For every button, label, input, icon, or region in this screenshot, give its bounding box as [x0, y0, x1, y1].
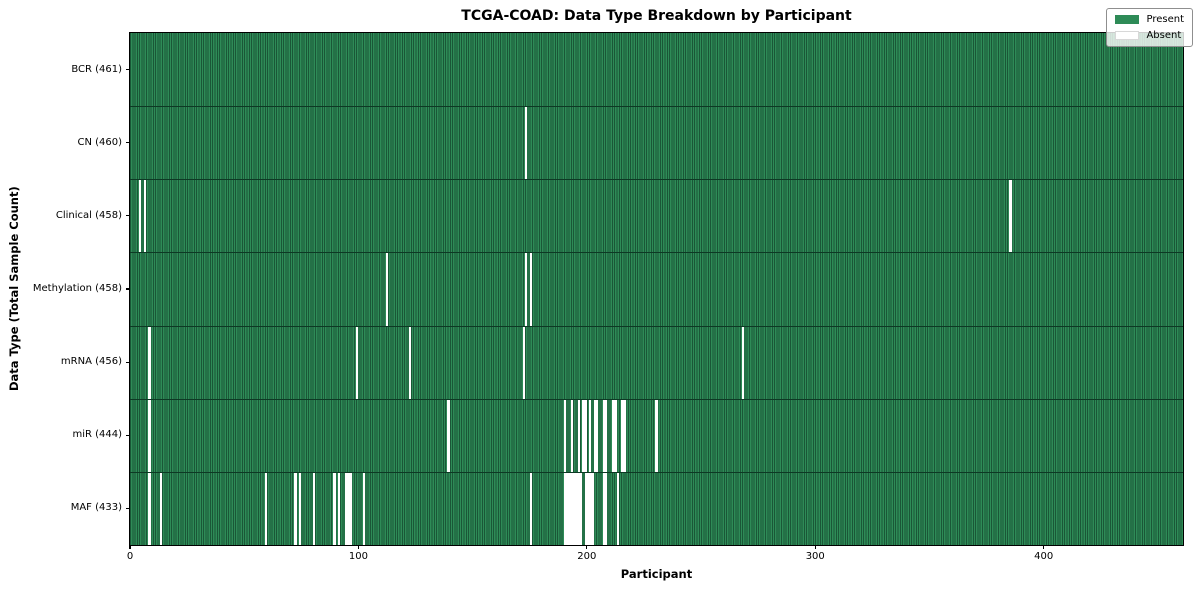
absent-stripe: [356, 326, 359, 399]
absent-stripe: [605, 472, 608, 545]
data-row-MAF: [130, 471, 1183, 545]
absent-stripe: [589, 472, 592, 545]
absent-stripe: [312, 472, 315, 545]
absent-stripe: [563, 472, 567, 545]
y-tick-mark: [126, 434, 130, 436]
absent-stripe: [570, 472, 574, 545]
absent-stripe: [584, 399, 587, 472]
y-tick-mark: [126, 68, 130, 71]
absent-stripe: [577, 399, 580, 472]
absent-stripe: [362, 472, 366, 545]
legend-item-present: Present: [1115, 14, 1184, 25]
absent-stripe: [593, 399, 596, 472]
absent-stripe: [385, 253, 389, 326]
present-swatch-icon: [1115, 15, 1140, 24]
absent-stripe: [346, 472, 350, 545]
x-tick-label: 100: [348, 551, 368, 562]
y-tick-mark: [126, 507, 130, 510]
y-tick-label: MAF (433): [70, 502, 122, 514]
absent-stripe: [589, 399, 592, 472]
absent-stripe: [1009, 180, 1012, 253]
absent-stripe: [529, 472, 532, 545]
absent-stripe: [529, 253, 532, 326]
absent-stripe: [525, 253, 528, 326]
absent-stripe: [575, 472, 578, 545]
absent-stripe: [148, 472, 151, 545]
absent-stripe: [337, 472, 341, 545]
absent-stripe: [605, 399, 608, 472]
absent-stripe: [264, 472, 268, 545]
absent-stripe: [525, 107, 528, 180]
y-tick-label: mRNA (456): [60, 356, 122, 368]
absent-stripe: [582, 399, 585, 472]
absent-stripe: [148, 326, 151, 399]
legend-item-absent: Absent: [1115, 30, 1184, 41]
absent-stripe: [344, 472, 347, 545]
absent-stripe: [616, 472, 619, 545]
absent-stripe: [522, 326, 526, 399]
absent-stripe: [563, 399, 567, 472]
absent-stripe: [299, 472, 302, 545]
absent-stripe: [579, 472, 583, 545]
data-row-miR: [130, 398, 1183, 472]
absent-stripe: [623, 399, 626, 472]
legend: Present Absent: [1106, 8, 1193, 47]
y-tick-mark: [126, 361, 130, 363]
absent-stripe: [143, 180, 146, 253]
y-tick-mark: [126, 215, 130, 217]
x-tick-mark: [357, 545, 359, 549]
absent-stripe: [621, 399, 624, 472]
legend-absent-label: Absent: [1146, 30, 1182, 41]
data-row-Methylation: [130, 252, 1183, 326]
data-row-BCR: [130, 33, 1183, 107]
y-tick-label: Methylation (458): [32, 283, 122, 294]
absent-stripe: [408, 326, 411, 399]
absent-stripe: [447, 399, 450, 472]
y-tick-mark: [126, 288, 130, 290]
y-tick-label: CN (460): [77, 136, 122, 148]
data-row-Clinical: [130, 179, 1183, 253]
x-axis-label: Participant: [620, 567, 693, 581]
x-tick-mark: [586, 545, 588, 549]
absent-stripe: [148, 399, 151, 472]
absent-stripe: [570, 399, 574, 472]
absent-stripe: [573, 472, 576, 545]
absent-stripe: [614, 399, 617, 472]
absent-stripe: [742, 326, 745, 399]
absent-stripe: [655, 399, 658, 472]
absent-stripe: [611, 399, 615, 472]
absent-swatch-icon: [1115, 31, 1140, 40]
x-tick-label: 200: [577, 551, 597, 562]
x-tick-mark: [129, 545, 131, 549]
legend-present-label: Present: [1146, 14, 1184, 25]
absent-stripe: [584, 472, 587, 545]
x-tick-label: 300: [805, 551, 825, 562]
x-tick-mark: [1043, 545, 1045, 549]
y-tick-label: miR (444): [72, 429, 122, 441]
x-tick-label: 400: [1034, 551, 1054, 562]
y-tick-label: BCR (461): [71, 63, 122, 75]
y-tick-label: Clinical (458): [55, 209, 122, 221]
absent-stripe: [139, 180, 142, 253]
y-tick-mark: [126, 142, 130, 144]
x-tick-mark: [814, 545, 816, 549]
absent-stripe: [566, 472, 569, 545]
absent-stripe: [294, 472, 297, 545]
absent-stripe: [586, 472, 590, 545]
absent-stripe: [602, 472, 606, 545]
absent-stripe: [602, 399, 606, 472]
absent-stripe: [159, 472, 162, 545]
absent-stripe: [591, 472, 594, 545]
data-row-CN: [130, 106, 1183, 180]
absent-stripe: [333, 472, 336, 545]
absent-stripe: [349, 472, 352, 545]
plot-area: [130, 33, 1183, 545]
data-row-mRNA: [130, 325, 1183, 399]
x-tick-label: 0: [126, 551, 134, 562]
absent-stripe: [568, 472, 571, 545]
chart-title: TCGA-COAD: Data Type Breakdown by Partic…: [461, 8, 852, 24]
absent-stripe: [577, 472, 580, 545]
absent-stripe: [595, 399, 599, 472]
